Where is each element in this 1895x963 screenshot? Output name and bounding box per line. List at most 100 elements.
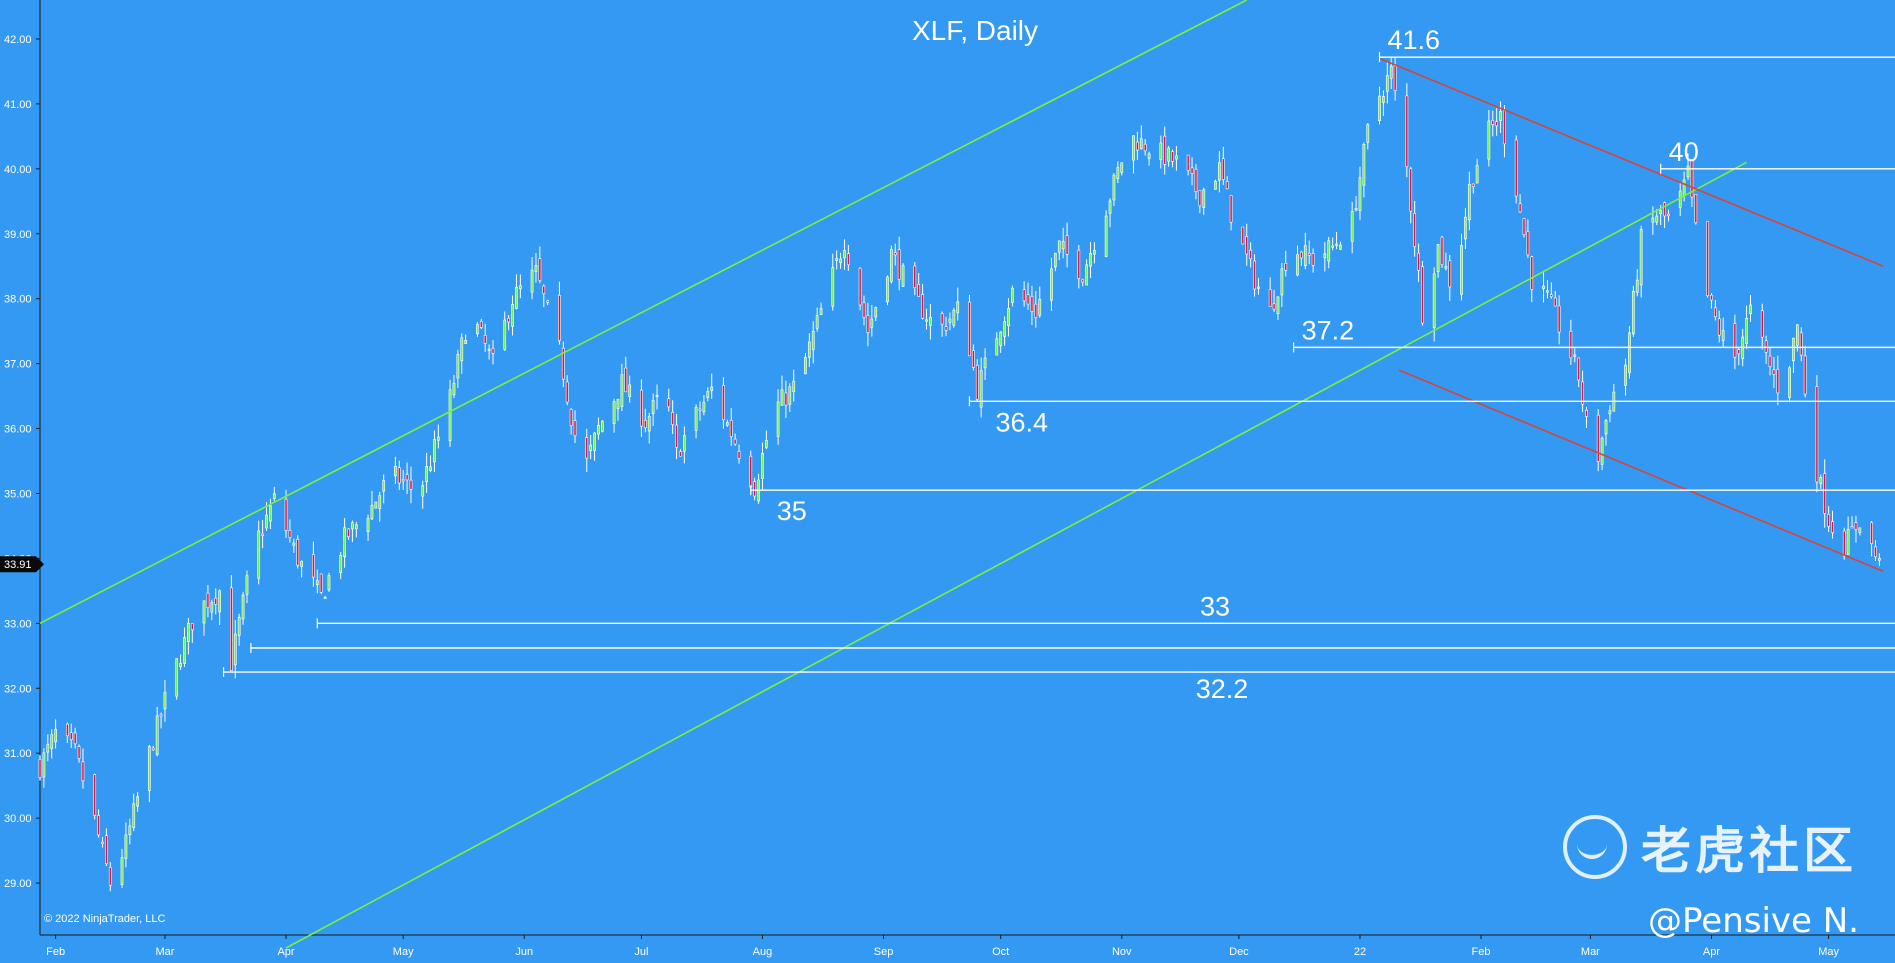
candle-body xyxy=(1659,210,1663,215)
candle-body xyxy=(593,432,596,451)
candle-body xyxy=(612,401,616,424)
candle-body xyxy=(190,623,194,631)
level-label: 35 xyxy=(777,496,807,526)
candle-body xyxy=(1542,285,1545,289)
candle-body xyxy=(788,386,792,405)
x-tick-label: Sep xyxy=(874,946,894,958)
candle-body xyxy=(1819,477,1823,485)
candle-body xyxy=(870,318,874,328)
candle-body xyxy=(1737,349,1741,355)
candle-body xyxy=(1077,249,1081,279)
candle-body xyxy=(917,284,921,297)
candle-body xyxy=(956,301,960,314)
candle-body xyxy=(237,617,241,636)
candle-body xyxy=(600,420,604,432)
candle-body xyxy=(1467,184,1471,221)
candle-body xyxy=(1350,210,1354,242)
candle-body xyxy=(546,300,550,303)
candle-body xyxy=(163,692,167,710)
candle-body xyxy=(1245,236,1249,255)
candle-body xyxy=(1249,249,1253,260)
candle-body xyxy=(761,453,764,480)
candle-body xyxy=(1581,381,1584,405)
x-tick-label: May xyxy=(1818,946,1839,958)
y-tick-label: 33.00 xyxy=(4,618,32,630)
candle-body xyxy=(647,416,651,432)
candle-body xyxy=(1167,147,1170,162)
candle-body xyxy=(120,857,124,885)
candle-body xyxy=(73,732,77,745)
candle-body xyxy=(1104,215,1108,257)
candle-body xyxy=(944,326,948,331)
candle-body xyxy=(1831,521,1834,533)
candle-body xyxy=(1788,367,1791,398)
candle-body xyxy=(597,424,600,435)
candle-body xyxy=(530,269,534,293)
candle-body xyxy=(979,370,983,408)
candle-body xyxy=(354,524,358,530)
candle-body xyxy=(1300,251,1303,259)
candle-body xyxy=(858,267,862,306)
candle-body xyxy=(245,575,249,595)
candle-body xyxy=(319,573,323,593)
candle-body xyxy=(1108,200,1112,214)
candle-body xyxy=(155,715,159,755)
candle-body xyxy=(241,594,245,620)
candle-body xyxy=(1608,410,1612,415)
candle-body xyxy=(1803,355,1807,395)
candle-body xyxy=(452,383,456,396)
x-tick-label: Apr xyxy=(1703,946,1720,958)
candle-body xyxy=(421,485,425,497)
candle-body xyxy=(589,444,593,451)
candle-body xyxy=(667,398,671,408)
candle-body xyxy=(1878,557,1881,561)
candle-body xyxy=(1163,135,1167,165)
candle-body xyxy=(1026,294,1030,305)
candle-body xyxy=(1624,364,1627,386)
candle-body xyxy=(1733,323,1737,358)
candle-body xyxy=(292,542,296,546)
last-price-marker xyxy=(0,556,44,573)
candle-body xyxy=(476,324,479,335)
candle-body xyxy=(1432,273,1436,328)
candle-body xyxy=(1503,110,1506,145)
candle-body xyxy=(1011,287,1014,303)
candle-body xyxy=(261,533,264,536)
candle-body xyxy=(804,357,807,375)
candle-body xyxy=(1116,167,1120,180)
candle-body xyxy=(1682,179,1686,197)
candle-body xyxy=(1112,174,1116,201)
candle-body xyxy=(558,295,561,341)
candle-body xyxy=(448,389,452,442)
candle-body xyxy=(214,597,218,605)
candle-body xyxy=(925,319,928,322)
candle-body xyxy=(643,420,647,429)
candle-body xyxy=(999,331,1003,346)
candle-body xyxy=(210,602,214,613)
candle-body xyxy=(952,309,956,326)
candle-body xyxy=(733,438,737,445)
candle-body xyxy=(1358,177,1362,212)
candle-body xyxy=(1038,299,1042,316)
candle-body xyxy=(706,391,710,399)
candle-body xyxy=(897,249,901,280)
candle-body xyxy=(1050,268,1053,301)
candle-body xyxy=(1366,124,1370,143)
candle-body xyxy=(624,367,628,393)
candle-body xyxy=(1120,162,1124,173)
trend-line xyxy=(285,161,1747,949)
tiger-logo-icon xyxy=(1563,815,1627,879)
candle-body xyxy=(749,455,753,488)
candle-body xyxy=(327,575,331,591)
candle-body xyxy=(1081,279,1085,283)
y-tick-label: 38.00 xyxy=(4,294,32,306)
candle-body xyxy=(1327,240,1331,262)
candle-body xyxy=(1553,297,1557,307)
candle-body xyxy=(1721,330,1725,341)
candle-body xyxy=(1760,310,1764,338)
candle-body xyxy=(1132,135,1135,161)
candle-body xyxy=(874,307,878,318)
candle-body xyxy=(343,527,346,557)
candle-body xyxy=(819,308,823,315)
candle-body xyxy=(1194,168,1198,192)
